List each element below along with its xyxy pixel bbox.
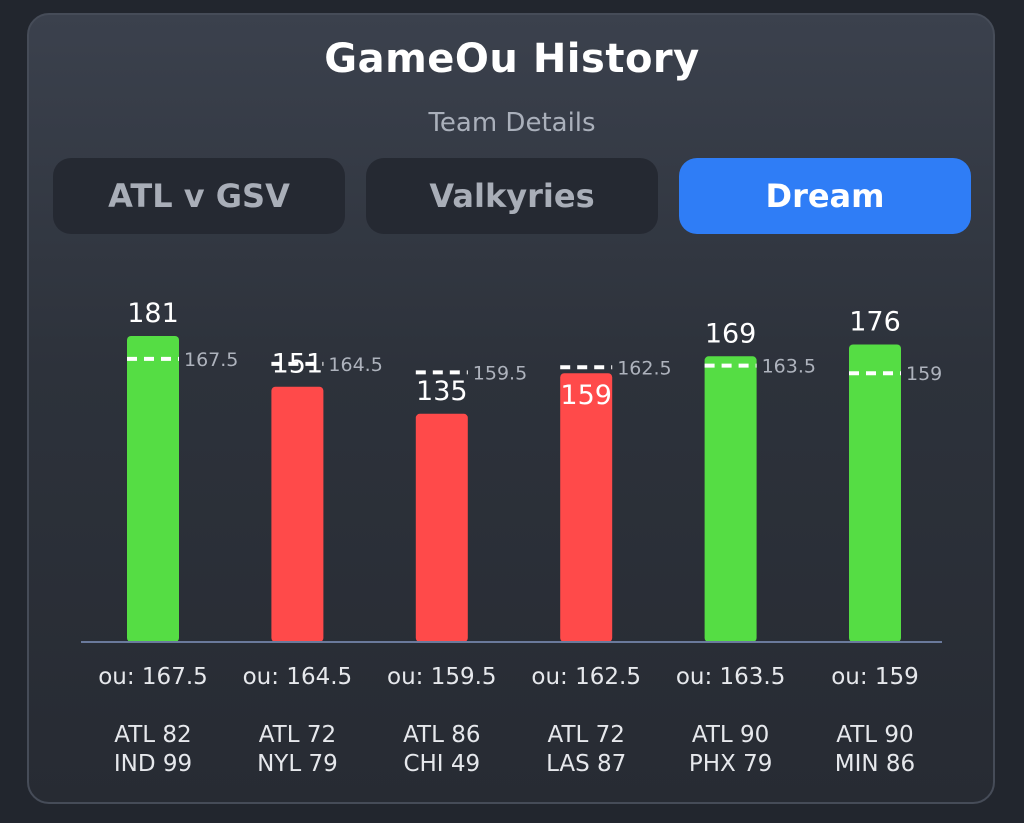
opponent-score-label: MIN 86 [835,751,915,777]
bar [127,336,179,642]
bar [560,373,613,642]
opponent-score-label: LAS 87 [546,751,626,777]
opponent-score-label: NYL 79 [257,751,338,777]
chart-card [27,13,995,804]
team-score-label: ATL 86 [403,722,480,748]
tab-dream[interactable]: Dream [679,158,971,234]
team-score-label: ATL 72 [548,722,625,748]
bar [271,386,324,642]
ou-tick-label: ou: 159 [831,664,919,690]
bar-value-label: 181 [127,298,179,329]
ou-tick-label: ou: 164.5 [243,664,353,690]
ou-threshold-label: 159 [906,363,942,385]
bar-value-label: 176 [849,306,901,337]
tab-matchup[interactable]: ATL v GSV [53,158,345,234]
bar-value-label: 135 [416,376,468,407]
page-subtitle: Team Details [428,108,596,138]
ou-threshold-label: 162.5 [617,357,671,379]
ou-tick-label: ou: 163.5 [676,664,786,690]
ou-threshold-label: 167.5 [184,349,238,371]
team-score-label: ATL 90 [692,722,769,748]
ou-threshold-label: 159.5 [473,362,527,384]
ou-tick-label: ou: 162.5 [531,664,641,690]
bar-value-label: 151 [272,349,324,380]
opponent-score-label: PHX 79 [689,751,773,777]
bar [415,413,468,642]
opponent-score-label: IND 99 [114,751,192,777]
ou-tick-label: ou: 159.5 [387,664,497,690]
team-score-label: ATL 82 [114,722,191,748]
bar-value-label: 169 [705,318,757,349]
bar [704,356,757,642]
page-title: GameOu History [324,36,700,82]
bar [849,344,901,642]
team-score-label: ATL 72 [259,722,336,748]
bar-value-label: 159 [560,380,612,411]
ou-tick-label: ou: 167.5 [98,664,208,690]
tab-valkyries[interactable]: Valkyries [366,158,658,234]
team-score-label: ATL 90 [836,722,913,748]
ou-threshold-label: 164.5 [328,354,382,376]
ou-threshold-label: 163.5 [762,356,816,378]
opponent-score-label: CHI 49 [403,751,480,777]
